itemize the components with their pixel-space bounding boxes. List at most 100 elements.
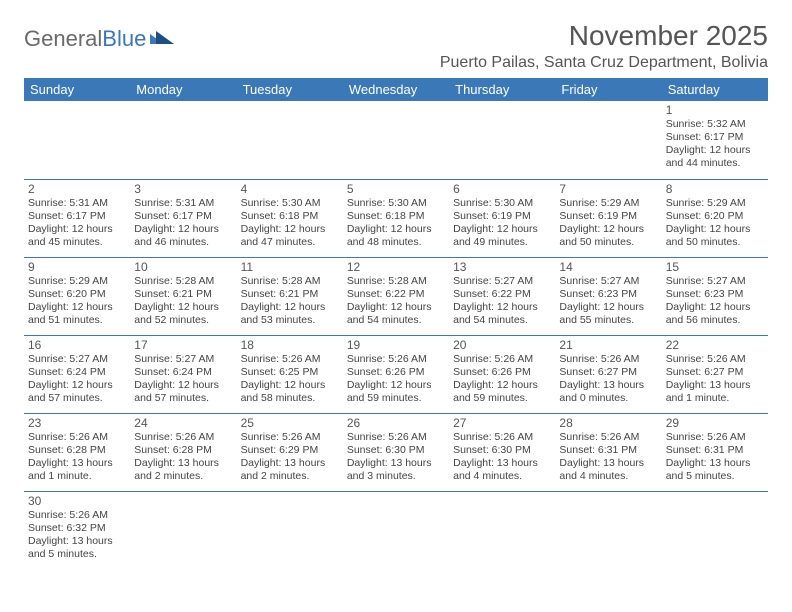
calendar-empty — [130, 491, 236, 569]
daylight: Daylight: 13 hours and 5 minutes. — [28, 535, 126, 561]
calendar-empty — [130, 101, 236, 179]
daylight: Daylight: 12 hours and 53 minutes. — [241, 301, 339, 327]
dow-header: Friday — [555, 78, 661, 101]
calendar-empty — [662, 491, 768, 569]
logo-text-general: General — [24, 26, 102, 52]
calendar-week: 2 Sunrise: 5:31 AMSunset: 6:17 PMDaylight… — [24, 179, 768, 257]
calendar-body: 1Sunrise: 5:32 AMSunset: 6:17 PMDaylight… — [24, 101, 768, 569]
calendar-day: 10Sunrise: 5:28 AMSunset: 6:21 PMDayligh… — [130, 257, 236, 335]
calendar-day: 9Sunrise: 5:29 AMSunset: 6:20 PMDaylight… — [24, 257, 130, 335]
sunrise: Sunrise: 5:30 AM — [453, 197, 551, 210]
daylight: Daylight: 12 hours and 51 minutes. — [28, 301, 126, 327]
day-number: 24 — [134, 416, 232, 430]
sunrise: Sunrise: 5:29 AM — [666, 197, 764, 210]
sunset: Sunset: 6:25 PM — [241, 366, 339, 379]
sunset: Sunset: 6:29 PM — [241, 444, 339, 457]
day-info: Sunrise: 5:29 AMSunset: 6:20 PMDaylight:… — [666, 197, 764, 250]
day-info: Sunrise: 5:26 AMSunset: 6:25 PMDaylight:… — [241, 353, 339, 406]
daylight: Daylight: 12 hours and 46 minutes. — [134, 223, 232, 249]
day-number: 26 — [347, 416, 445, 430]
sunset: Sunset: 6:18 PM — [241, 210, 339, 223]
sunrise: Sunrise: 5:26 AM — [134, 431, 232, 444]
day-info: Sunrise: 5:29 AMSunset: 6:20 PMDaylight:… — [28, 275, 126, 328]
sunrise: Sunrise: 5:28 AM — [347, 275, 445, 288]
calendar-empty — [237, 491, 343, 569]
sunrise: Sunrise: 5:30 AM — [347, 197, 445, 210]
dow-header: Wednesday — [343, 78, 449, 101]
sunrise: Sunrise: 5:28 AM — [134, 275, 232, 288]
sunset: Sunset: 6:27 PM — [666, 366, 764, 379]
logo-flag-icon — [150, 30, 176, 48]
calendar-empty — [555, 101, 661, 179]
dow-header: Thursday — [449, 78, 555, 101]
sunset: Sunset: 6:20 PM — [666, 210, 764, 223]
logo: GeneralBlue — [24, 20, 176, 52]
daylight: Daylight: 12 hours and 44 minutes. — [666, 144, 764, 170]
sunrise: Sunrise: 5:30 AM — [241, 197, 339, 210]
day-number: 3 — [134, 182, 232, 196]
sunrise: Sunrise: 5:26 AM — [28, 509, 126, 522]
daylight: Daylight: 12 hours and 48 minutes. — [347, 223, 445, 249]
dow-header: Tuesday — [237, 78, 343, 101]
sunset: Sunset: 6:23 PM — [559, 288, 657, 301]
sunrise: Sunrise: 5:26 AM — [453, 353, 551, 366]
sunrise: Sunrise: 5:27 AM — [559, 275, 657, 288]
calendar-empty — [237, 101, 343, 179]
sunrise: Sunrise: 5:29 AM — [28, 275, 126, 288]
sunrise: Sunrise: 5:26 AM — [666, 353, 764, 366]
day-info: Sunrise: 5:26 AMSunset: 6:30 PMDaylight:… — [453, 431, 551, 484]
day-number: 10 — [134, 260, 232, 274]
calendar-week: 23Sunrise: 5:26 AMSunset: 6:28 PMDayligh… — [24, 413, 768, 491]
sunset: Sunset: 6:31 PM — [559, 444, 657, 457]
sunset: Sunset: 6:28 PM — [134, 444, 232, 457]
day-number: 5 — [347, 182, 445, 196]
day-info: Sunrise: 5:26 AMSunset: 6:31 PMDaylight:… — [666, 431, 764, 484]
calendar-day: 13Sunrise: 5:27 AMSunset: 6:22 PMDayligh… — [449, 257, 555, 335]
daylight: Daylight: 12 hours and 55 minutes. — [559, 301, 657, 327]
dow-header: Monday — [130, 78, 236, 101]
daylight: Daylight: 12 hours and 54 minutes. — [453, 301, 551, 327]
daylight: Daylight: 12 hours and 50 minutes. — [666, 223, 764, 249]
day-info: Sunrise: 5:30 AMSunset: 6:18 PMDaylight:… — [347, 197, 445, 250]
day-info: Sunrise: 5:30 AMSunset: 6:18 PMDaylight:… — [241, 197, 339, 250]
calendar-day: 27Sunrise: 5:26 AMSunset: 6:30 PMDayligh… — [449, 413, 555, 491]
day-info: Sunrise: 5:26 AMSunset: 6:26 PMDaylight:… — [453, 353, 551, 406]
sunrise: Sunrise: 5:27 AM — [134, 353, 232, 366]
day-info: Sunrise: 5:26 AMSunset: 6:32 PMDaylight:… — [28, 509, 126, 562]
day-number: 4 — [241, 182, 339, 196]
sunset: Sunset: 6:28 PM — [28, 444, 126, 457]
day-info: Sunrise: 5:31 AMSunset: 6:17 PMDaylight:… — [134, 197, 232, 250]
calendar-day: 6Sunrise: 5:30 AMSunset: 6:19 PMDaylight… — [449, 179, 555, 257]
day-info: Sunrise: 5:27 AMSunset: 6:22 PMDaylight:… — [453, 275, 551, 328]
daylight: Daylight: 12 hours and 59 minutes. — [347, 379, 445, 405]
sunset: Sunset: 6:18 PM — [347, 210, 445, 223]
day-number: 23 — [28, 416, 126, 430]
daylight: Daylight: 13 hours and 5 minutes. — [666, 457, 764, 483]
calendar-week: 16Sunrise: 5:27 AMSunset: 6:24 PMDayligh… — [24, 335, 768, 413]
calendar-day: 5Sunrise: 5:30 AMSunset: 6:18 PMDaylight… — [343, 179, 449, 257]
daylight: Daylight: 12 hours and 47 minutes. — [241, 223, 339, 249]
daylight: Daylight: 13 hours and 4 minutes. — [559, 457, 657, 483]
daylight: Daylight: 12 hours and 57 minutes. — [28, 379, 126, 405]
day-info: Sunrise: 5:26 AMSunset: 6:28 PMDaylight:… — [134, 431, 232, 484]
day-number: 1 — [666, 103, 764, 117]
daylight: Daylight: 13 hours and 3 minutes. — [347, 457, 445, 483]
sunrise: Sunrise: 5:26 AM — [453, 431, 551, 444]
calendar-empty — [449, 491, 555, 569]
day-number: 27 — [453, 416, 551, 430]
calendar-day: 4Sunrise: 5:30 AMSunset: 6:18 PMDaylight… — [237, 179, 343, 257]
sunset: Sunset: 6:26 PM — [347, 366, 445, 379]
day-number: 14 — [559, 260, 657, 274]
logo-text-blue: Blue — [102, 26, 146, 52]
daylight: Daylight: 12 hours and 50 minutes. — [559, 223, 657, 249]
dow-header: Sunday — [24, 78, 130, 101]
sunrise: Sunrise: 5:26 AM — [559, 431, 657, 444]
sunset: Sunset: 6:17 PM — [134, 210, 232, 223]
sunset: Sunset: 6:19 PM — [453, 210, 551, 223]
day-number: 2 — [28, 182, 126, 196]
day-info: Sunrise: 5:26 AMSunset: 6:29 PMDaylight:… — [241, 431, 339, 484]
calendar-day: 19Sunrise: 5:26 AMSunset: 6:26 PMDayligh… — [343, 335, 449, 413]
day-info: Sunrise: 5:26 AMSunset: 6:28 PMDaylight:… — [28, 431, 126, 484]
calendar-day: 12Sunrise: 5:28 AMSunset: 6:22 PMDayligh… — [343, 257, 449, 335]
sunset: Sunset: 6:19 PM — [559, 210, 657, 223]
